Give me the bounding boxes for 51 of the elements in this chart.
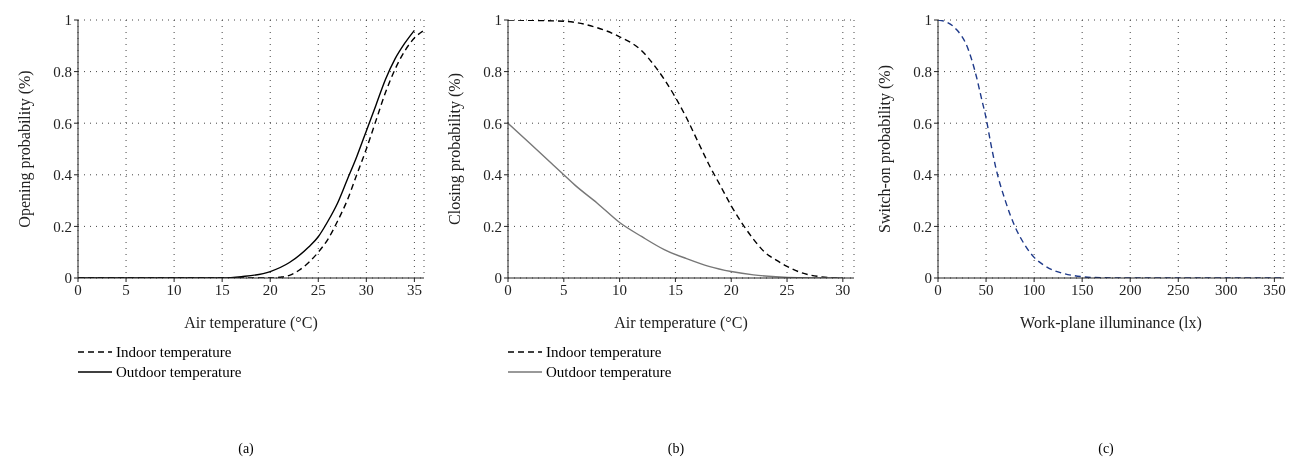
x-tick-label: 10: [612, 281, 628, 298]
y-tick-label: 1: [64, 12, 72, 29]
text: (b): [666, 441, 686, 457]
x-tick-label: 350: [1263, 281, 1286, 298]
x-axis-title: Work-plane illuminance (lx): [1020, 314, 1202, 332]
legend-label: Indoor temperature: [116, 343, 232, 361]
x-tick-label: 150: [1070, 281, 1094, 298]
text: (c): [1097, 441, 1115, 457]
x-tick-label: 30: [358, 281, 374, 298]
legend-label: Outdoor temperature: [546, 363, 672, 381]
y-tick-label: 0.4: [53, 167, 73, 184]
x-tick-label: 15: [214, 281, 230, 298]
y-axis-title: Opening probability (%): [15, 70, 34, 228]
y-tick-label: 1: [924, 12, 932, 29]
y-tick-label: 0.4: [483, 167, 503, 184]
x-tick-label: 30: [835, 281, 851, 298]
legend-label: Outdoor temperature: [116, 363, 242, 381]
y-axis-title: Closing probability (%): [445, 73, 464, 225]
y-tick-label: 0.4: [913, 167, 933, 184]
y-tick-label: 0.2: [483, 218, 502, 235]
y-tick-label: 0.2: [53, 218, 72, 235]
y-tick-label: 0.8: [913, 63, 932, 80]
x-tick-label: 200: [1118, 281, 1142, 298]
x-tick-label: 10: [166, 281, 182, 298]
x-tick-label: 20: [723, 281, 739, 298]
y-tick-label: 0.8: [483, 63, 502, 80]
legend-label: Indoor temperature: [546, 343, 662, 361]
y-tick-label: 0.6: [53, 115, 73, 132]
x-tick-label: 25: [310, 281, 326, 298]
x-axis-title: Air temperature (°C): [614, 314, 748, 332]
y-tick-label: 0: [924, 270, 932, 287]
x-tick-label: 100: [1022, 281, 1046, 298]
x-tick-label: 5: [122, 281, 130, 298]
y-axis-title: Switch-on probability (%): [875, 65, 894, 233]
text: (a): [237, 441, 255, 457]
x-tick-label: 300: [1215, 281, 1238, 298]
x-tick-label: 25: [779, 281, 795, 298]
x-tick-label: 5: [560, 281, 568, 298]
x-tick-label: 50: [978, 281, 994, 298]
y-tick-label: 1: [494, 12, 502, 29]
y-tick-label: 0.8: [53, 63, 72, 80]
x-axis-title: Air temperature (°C): [184, 314, 318, 332]
y-tick-label: 0.6: [483, 115, 503, 132]
y-tick-label: 0.2: [913, 218, 932, 235]
y-tick-label: 0: [494, 270, 502, 287]
x-tick-label: 250: [1167, 281, 1190, 298]
y-tick-label: 0.6: [913, 115, 933, 132]
x-tick-label: 35: [406, 281, 422, 298]
x-tick-label: 20: [262, 281, 278, 298]
x-tick-label: 15: [667, 281, 683, 298]
y-tick-label: 0: [64, 270, 72, 287]
